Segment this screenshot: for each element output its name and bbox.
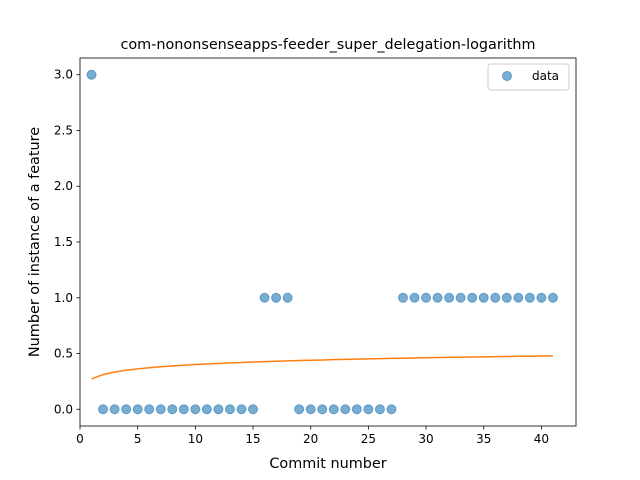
data-point [144, 404, 155, 415]
x-tick-label: 5 [134, 432, 142, 446]
y-axis-label: Number of instance of a feature [27, 127, 43, 357]
trend-line [91, 355, 553, 380]
plot-area: 0 5 10 15 20 25 30 35 40 0.0 0.5 1.0 1.5 2.0 2.5 3.0 [54, 57, 577, 446]
x-tick-label: 10 [188, 432, 203, 446]
data-point [409, 292, 420, 303]
x-tick-label: 40 [534, 432, 549, 446]
legend: data [487, 63, 570, 91]
y-tick-label: 3.0 [54, 68, 73, 82]
data-point [132, 404, 143, 415]
data-point [374, 404, 385, 415]
data-point [213, 404, 224, 415]
data-point [190, 404, 201, 415]
data-point [328, 404, 339, 415]
data-point [271, 292, 282, 303]
data-point [155, 404, 166, 415]
data-point [86, 69, 97, 80]
y-tick-label: 2.5 [54, 123, 73, 137]
x-tick-label: 30 [418, 432, 433, 446]
data-point [536, 292, 547, 303]
data-point [501, 292, 512, 303]
legend-frame [487, 63, 570, 91]
data-point [167, 404, 178, 415]
x-tick-label: 0 [76, 432, 84, 446]
data-point [282, 292, 293, 303]
data-point [98, 404, 109, 415]
data-point [513, 292, 524, 303]
y-tick-label: 0.0 [54, 402, 73, 416]
data-point [397, 292, 408, 303]
data-point [421, 292, 432, 303]
data-point [121, 404, 132, 415]
data-point [109, 404, 120, 415]
data-point [224, 404, 235, 415]
data-point [478, 292, 489, 303]
data-point [524, 292, 535, 303]
y-tick-label: 1.5 [54, 235, 73, 249]
y-tick-label: 0.5 [54, 347, 73, 361]
data-point [305, 404, 316, 415]
x-tick-label: 15 [245, 432, 260, 446]
y-tick-label: 2.0 [54, 179, 73, 193]
x-tick-label: 35 [476, 432, 491, 446]
legend-marker-data [502, 71, 512, 81]
data-point [178, 404, 189, 415]
data-point [317, 404, 328, 415]
data-point [340, 404, 351, 415]
data-point [455, 292, 466, 303]
data-point [236, 404, 247, 415]
data-point [386, 404, 397, 415]
x-tick-label: 25 [361, 432, 376, 446]
data-point [201, 404, 212, 415]
data-point [490, 292, 501, 303]
data-point [248, 404, 259, 415]
x-tick-label: 20 [303, 432, 318, 446]
data-point [294, 404, 305, 415]
chart-title: com-nononsenseapps-feeder_super_delegati… [120, 37, 535, 53]
data-point [259, 292, 270, 303]
data-point [444, 292, 455, 303]
data-point [351, 404, 362, 415]
data-point [363, 404, 374, 415]
data-point [432, 292, 443, 303]
data-point [467, 292, 478, 303]
y-tick-label: 1.0 [54, 291, 73, 305]
x-axis-label: Commit number [269, 456, 386, 472]
legend-label-data: data [532, 69, 559, 83]
data-point [547, 292, 558, 303]
